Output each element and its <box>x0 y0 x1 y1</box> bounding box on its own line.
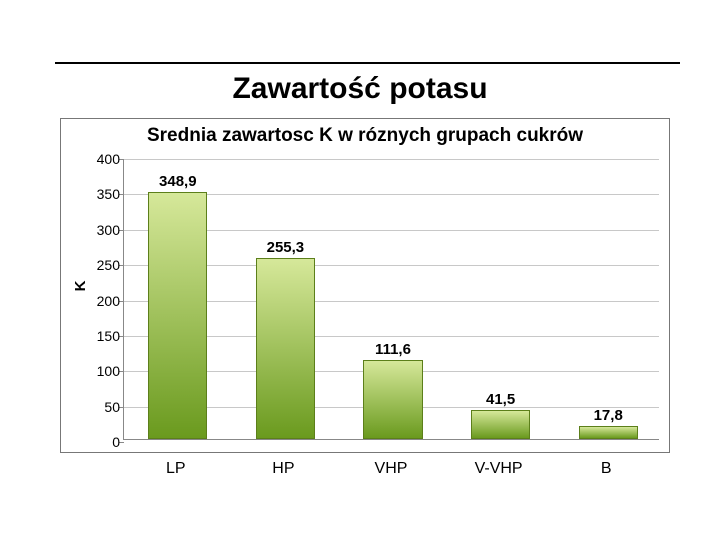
bar <box>363 360 422 439</box>
y-tick-label: 250 <box>82 257 120 273</box>
bar-value-label: 255,3 <box>267 239 305 256</box>
x-category-label: VHP <box>375 460 408 478</box>
x-category-label: V-VHP <box>475 460 523 478</box>
bar-value-label: 17,8 <box>594 407 623 424</box>
x-category-label: HP <box>272 460 294 478</box>
bar <box>579 426 638 439</box>
title-rule <box>55 62 680 64</box>
y-tick-label: 100 <box>82 363 120 379</box>
bar <box>256 258 315 439</box>
bar-value-label: 41,5 <box>486 391 515 408</box>
plot-area: 050100150200250300350400348,9255,3111,64… <box>123 159 659 440</box>
y-tick-label: 150 <box>82 328 120 344</box>
y-tick-label: 350 <box>82 186 120 202</box>
chart-title: Srednia zawartosc K w róznych grupach cu… <box>61 125 669 147</box>
bar <box>148 192 207 439</box>
y-tick-label: 0 <box>82 434 120 450</box>
y-axis-label: K <box>72 280 89 291</box>
x-category-label: LP <box>166 460 186 478</box>
y-tick-label: 300 <box>82 222 120 238</box>
y-tick-label: 50 <box>82 399 120 415</box>
page-title: Zawartość potasu <box>0 72 720 106</box>
bar-value-label: 111,6 <box>375 341 411 358</box>
x-labels-row: LP HP VHP V-VHP B <box>60 460 670 488</box>
slide: Zawartość potasu Srednia zawartosc K w r… <box>0 0 720 540</box>
chart-frame: Srednia zawartosc K w róznych grupach cu… <box>60 118 670 453</box>
y-tick-label: 200 <box>82 293 120 309</box>
y-tick-label: 400 <box>82 151 120 167</box>
grid-line <box>124 159 659 160</box>
x-category-label: B <box>601 460 612 478</box>
bar-value-label: 348,9 <box>159 173 197 190</box>
bar <box>471 410 530 439</box>
